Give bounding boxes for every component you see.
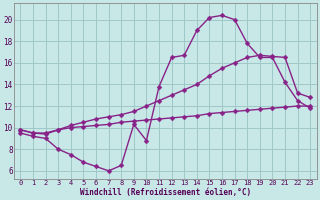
X-axis label: Windchill (Refroidissement éolien,°C): Windchill (Refroidissement éolien,°C)	[80, 188, 251, 197]
